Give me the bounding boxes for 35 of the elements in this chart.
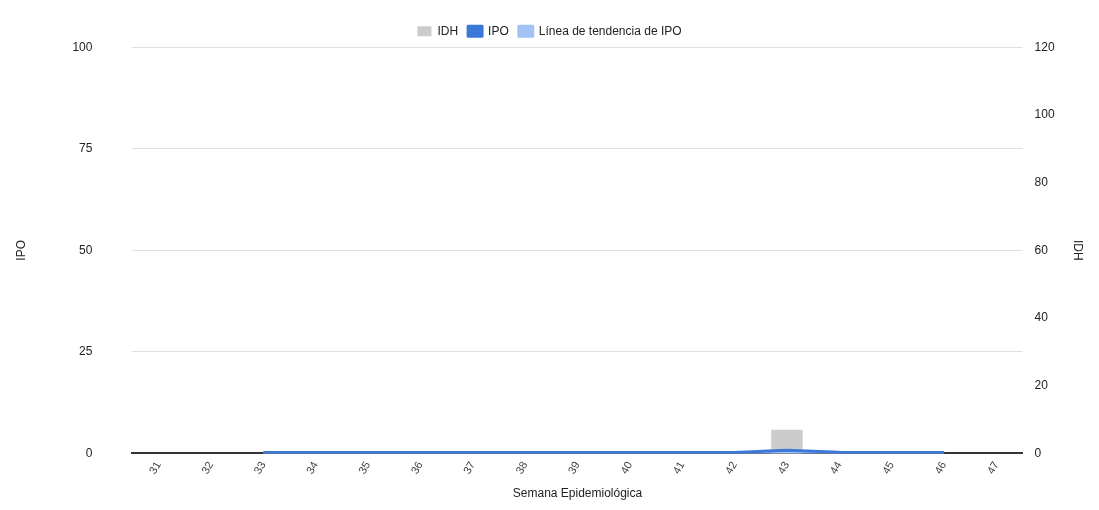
legend-label: Línea de tendencia de IPO [538, 23, 682, 38]
y2-tick-label: 40 [1034, 310, 1049, 325]
x-tick-label: 34 [303, 459, 321, 476]
x-tick-label: 39 [565, 459, 582, 476]
y-axis-title: IPO [13, 239, 28, 261]
y-tick-label: 0 [85, 445, 93, 460]
y-tick-label: 50 [79, 242, 93, 257]
x-tick-label: 36 [408, 459, 425, 476]
y2-tick-label: 80 [1034, 174, 1049, 189]
y2-tick-label: 120 [1034, 39, 1055, 54]
x-tick-label: 38 [512, 459, 530, 476]
x-tick-label: 47 [984, 459, 1001, 476]
x-tick-label: 37 [460, 459, 478, 476]
x-tick-label: 32 [198, 459, 216, 476]
legend-label: IPO [488, 23, 509, 38]
x-tick-label: 46 [931, 459, 949, 476]
legend-label: IDH [437, 23, 459, 38]
x-tick-label: 45 [879, 459, 897, 476]
x-tick-label: 31 [146, 459, 163, 476]
x-tick-label: 41 [670, 459, 687, 476]
y2-tick-label: 20 [1034, 378, 1049, 393]
x-tick-label: 42 [722, 459, 739, 476]
y2-tick-label: 100 [1034, 107, 1055, 122]
y2-tick-label: 0 [1034, 445, 1042, 460]
y-tick-label: 75 [79, 141, 93, 156]
x-tick-label: 44 [827, 459, 844, 476]
y-tick-label: 100 [72, 39, 93, 54]
y2-axis-title: IDH [1071, 239, 1086, 261]
y2-tick-label: 60 [1034, 242, 1049, 257]
y-tick-label: 25 [79, 344, 93, 359]
x-axis-title: Semana Epidemiológica [512, 486, 643, 501]
x-tick-label: 40 [617, 459, 635, 476]
x-tick-label: 33 [251, 459, 268, 476]
x-tick-label: 35 [355, 459, 373, 476]
x-tick-label: 43 [774, 459, 792, 476]
